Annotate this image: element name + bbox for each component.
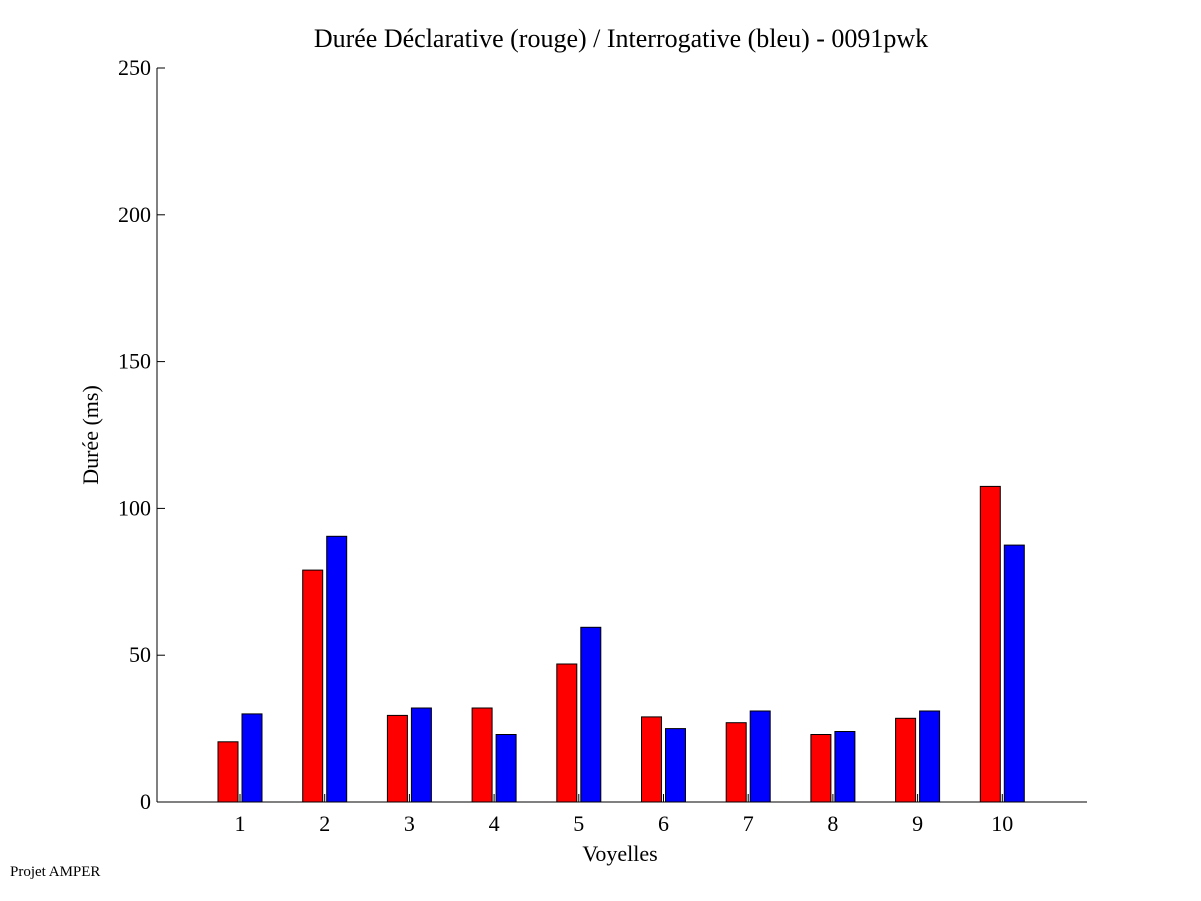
bar-series1-cat4: [471, 707, 493, 803]
x-tick-label: 8: [827, 811, 838, 836]
x-tick-label: 4: [489, 811, 500, 836]
bar-series2-cat3: [410, 707, 432, 803]
bar-series1-cat2: [302, 569, 324, 803]
x-tick-label: 5: [573, 811, 584, 836]
bar-series1-cat5: [556, 663, 578, 803]
y-tick-label: 100: [118, 495, 151, 520]
y-tick-label: 150: [118, 349, 151, 374]
y-tick-label: 200: [118, 202, 151, 227]
bar-series1-cat6: [641, 716, 662, 803]
y-axis-label: Durée (ms): [78, 385, 103, 485]
bar-series1-cat1: [217, 741, 239, 803]
bar-series2-cat7: [749, 710, 771, 803]
bar-series2-cat6: [665, 728, 686, 803]
x-tick-label: 9: [912, 811, 923, 836]
bar-series1-cat7: [725, 722, 747, 803]
bar-series1-cat9: [895, 717, 917, 803]
x-ticks-group: 1 2 3 4 5 6 7 8 9 10: [235, 794, 1013, 836]
y-tick-label: 50: [129, 642, 151, 667]
x-tick-label: 6: [658, 811, 669, 836]
x-axis-label: Voyelles: [582, 841, 657, 866]
bar-series1-cat10: [979, 485, 1001, 803]
x-tick-label: 10: [991, 811, 1013, 836]
x-tick-label: 1: [235, 811, 246, 836]
bar-series2-cat4: [495, 734, 517, 803]
chart-title: Durée Déclarative (rouge) / Interrogativ…: [314, 24, 928, 53]
y-tick-label: 0: [140, 789, 151, 814]
x-tick-label: 3: [404, 811, 415, 836]
footer-credit: Projet AMPER: [10, 864, 101, 880]
bar-series2-cat9: [919, 710, 941, 803]
bar-series2-cat5: [580, 626, 602, 803]
x-tick-label: 2: [319, 811, 330, 836]
x-tick-label: 7: [743, 811, 754, 836]
bar-series2-cat2: [326, 535, 348, 803]
bar-series1-cat3: [386, 714, 408, 803]
bar-series2-cat10: [1003, 544, 1025, 803]
y-tick-label: 250: [118, 55, 151, 80]
y-ticks-group: 0 50 100 150 200 250: [118, 55, 165, 814]
bars-group: [217, 485, 1025, 803]
bar-series2-cat1: [241, 713, 263, 803]
bar-series1-cat8: [810, 734, 832, 803]
bar-series2-cat8: [834, 731, 856, 803]
